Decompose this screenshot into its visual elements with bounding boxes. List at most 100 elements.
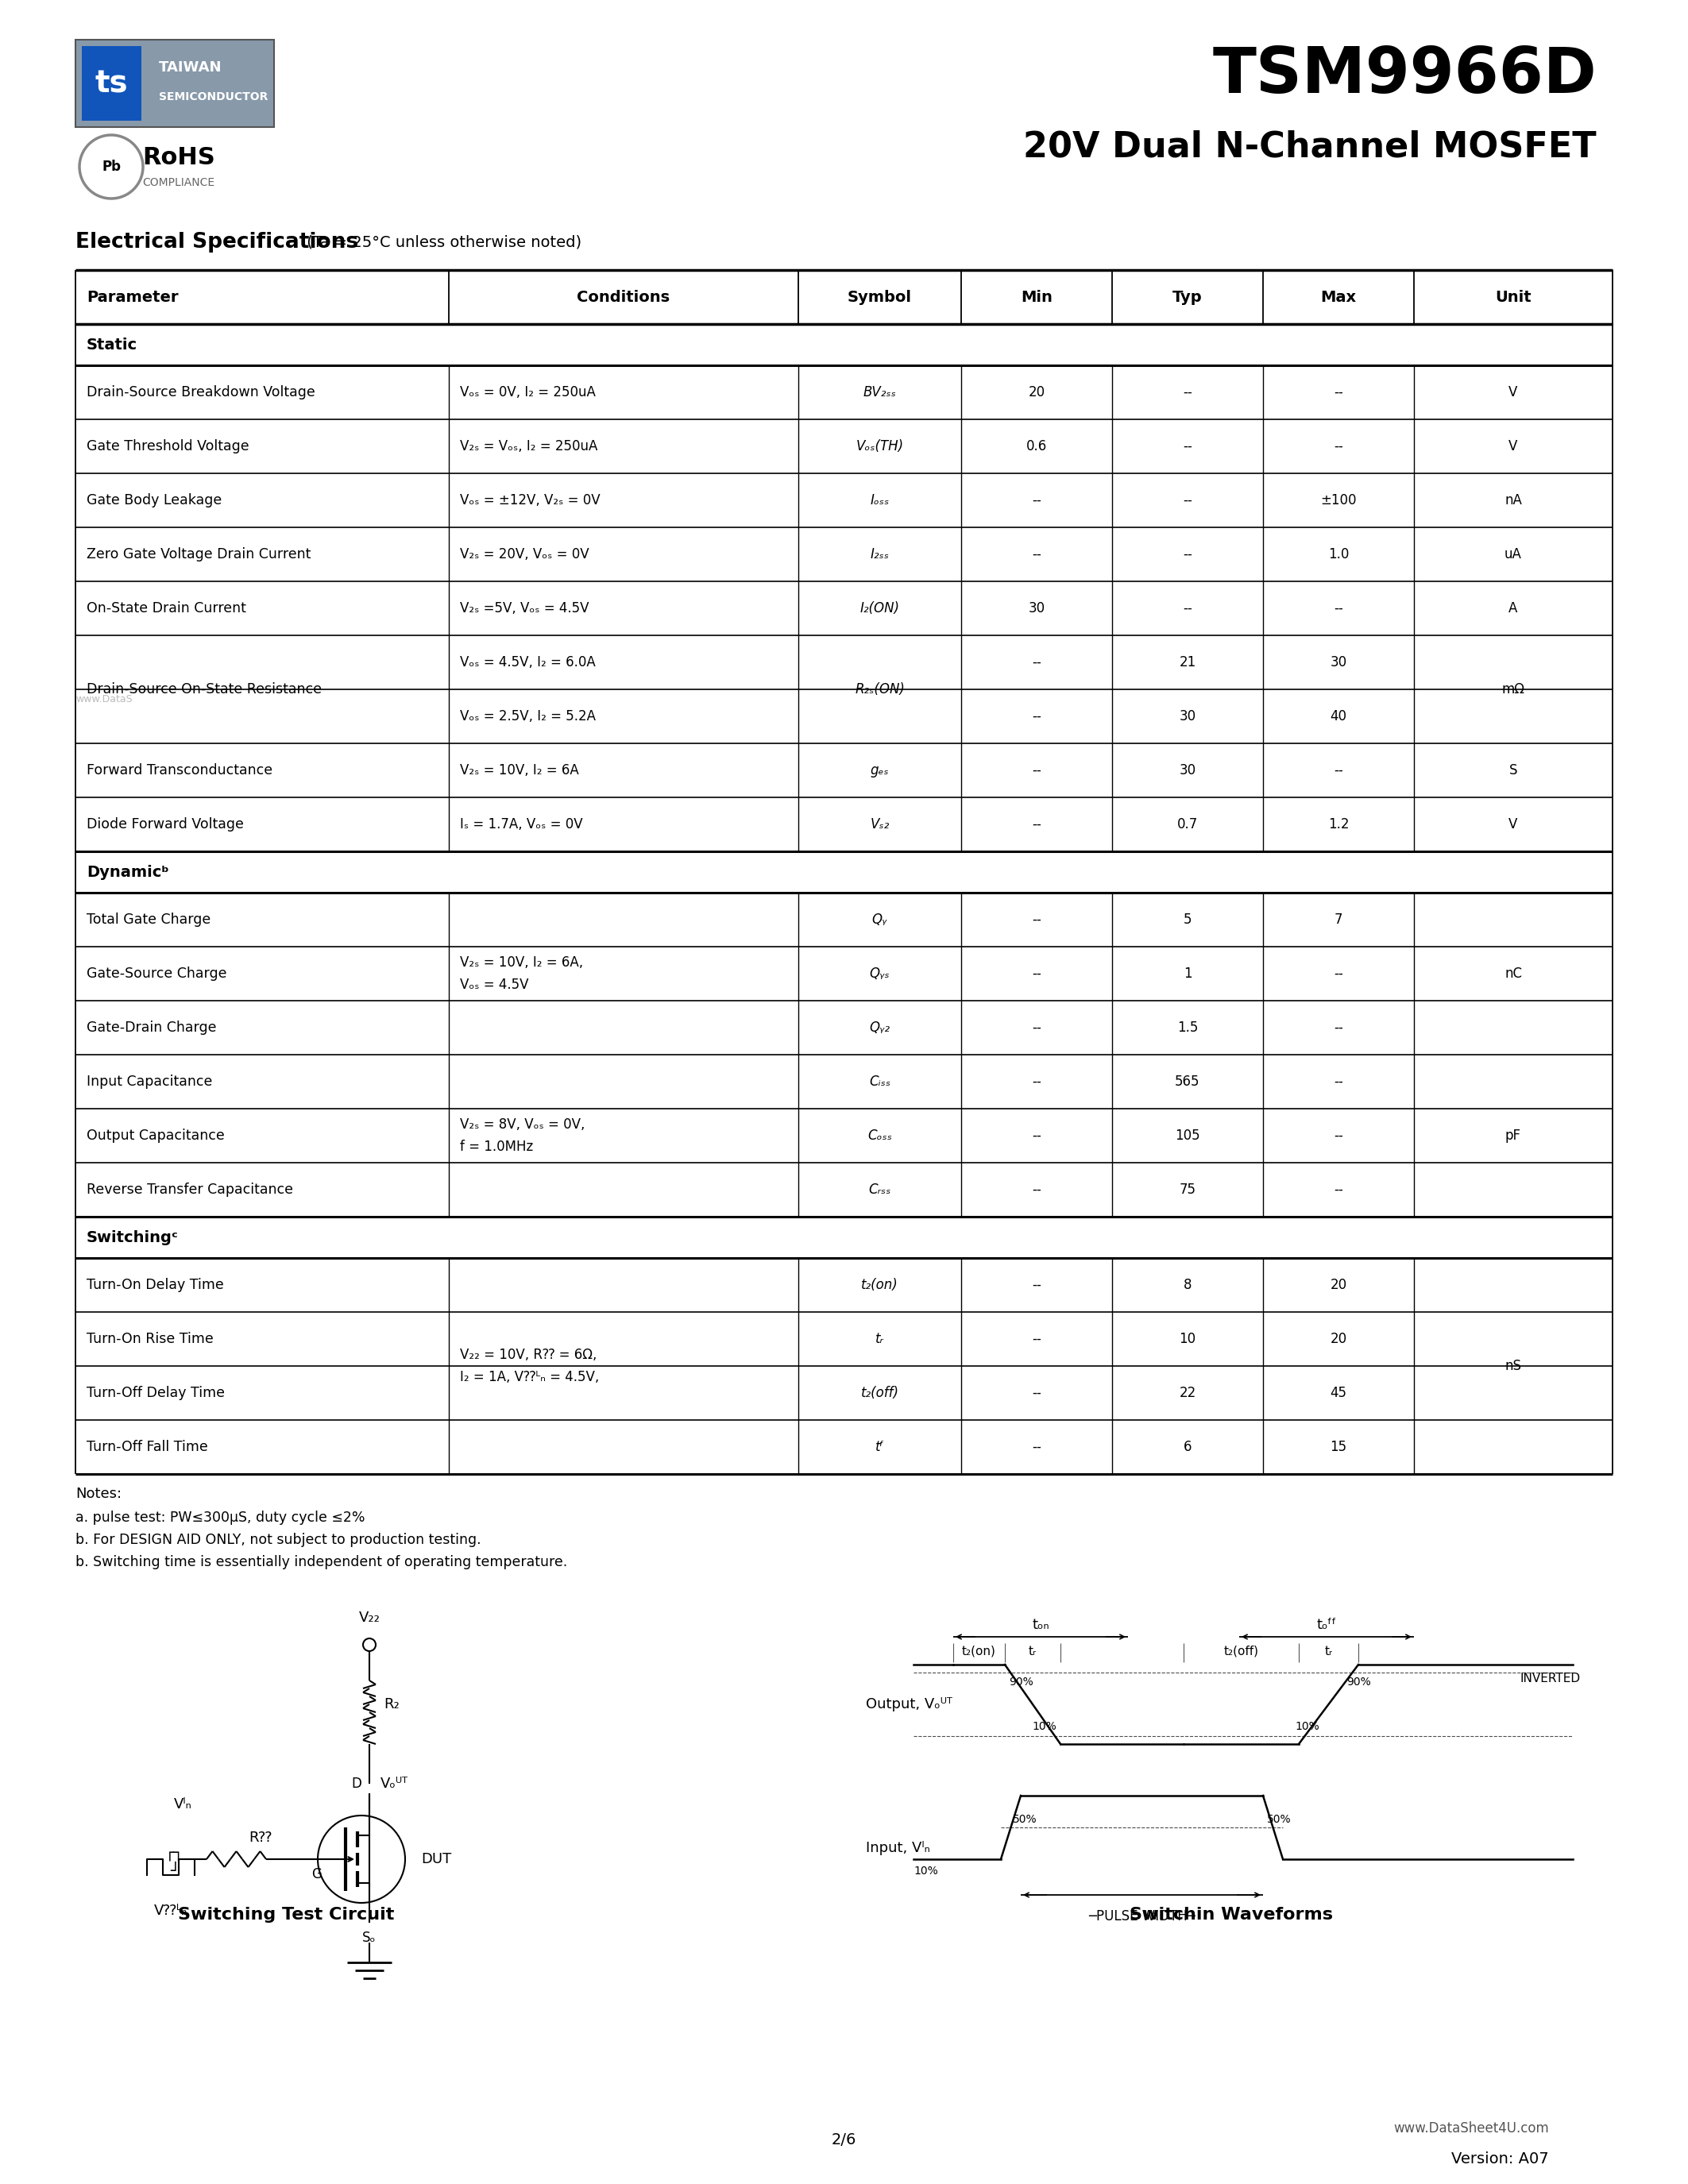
Text: --: --	[1334, 601, 1344, 616]
Text: 45: 45	[1330, 1387, 1347, 1400]
Text: Input, Vᴵₙ: Input, Vᴵₙ	[866, 1841, 930, 1854]
Text: --: --	[1031, 1075, 1041, 1090]
Text: 10%: 10%	[1033, 1721, 1057, 1732]
Text: V₂ₛ = 10V, I₂ = 6A,: V₂ₛ = 10V, I₂ = 6A,	[459, 954, 582, 970]
Text: a. pulse test: PW≤300μS, duty cycle ≤2%: a. pulse test: PW≤300μS, duty cycle ≤2%	[76, 1511, 365, 1524]
Text: RoHS: RoHS	[142, 146, 214, 168]
Text: --: --	[1031, 1439, 1041, 1455]
Text: Vₒₛ = 4.5V, I₂ = 6.0A: Vₒₛ = 4.5V, I₂ = 6.0A	[459, 655, 596, 670]
Text: 90%: 90%	[1009, 1677, 1033, 1688]
Text: 75: 75	[1180, 1182, 1195, 1197]
Text: D: D	[351, 1776, 361, 1791]
Text: --: --	[1334, 1182, 1344, 1197]
Text: Diode Forward Voltage: Diode Forward Voltage	[86, 817, 243, 832]
Text: V: V	[1509, 439, 1518, 454]
Text: --: --	[1183, 548, 1192, 561]
Text: V⁇ᴸₙ: V⁇ᴸₙ	[154, 1904, 187, 1918]
Text: 565: 565	[1175, 1075, 1200, 1090]
Text: 6: 6	[1183, 1439, 1192, 1455]
Text: --: --	[1031, 1332, 1041, 1345]
Text: --: --	[1031, 655, 1041, 670]
Text: t₂(off): t₂(off)	[861, 1387, 898, 1400]
Text: Vₒₛ = 2.5V, I₂ = 5.2A: Vₒₛ = 2.5V, I₂ = 5.2A	[459, 710, 596, 723]
Text: --: --	[1031, 1020, 1041, 1035]
Text: Qᵧ₂: Qᵧ₂	[869, 1020, 890, 1035]
Text: Drain-Source Breakdown Voltage: Drain-Source Breakdown Voltage	[86, 384, 316, 400]
Text: 20: 20	[1330, 1278, 1347, 1293]
Text: --: --	[1031, 817, 1041, 832]
Text: DUT: DUT	[420, 1852, 451, 1867]
Text: Total Gate Charge: Total Gate Charge	[86, 913, 211, 926]
Text: --: --	[1031, 762, 1041, 778]
Text: tᶠ: tᶠ	[874, 1439, 885, 1455]
Text: Dynamicᵇ: Dynamicᵇ	[86, 865, 169, 880]
Text: 50%: 50%	[1013, 1815, 1036, 1826]
Text: uA: uA	[1504, 548, 1523, 561]
Text: Turn-Off Fall Time: Turn-Off Fall Time	[86, 1439, 208, 1455]
Text: Output, Vₒᵁᵀ: Output, Vₒᵁᵀ	[866, 1697, 952, 1712]
Bar	[81, 46, 142, 120]
Text: Reverse Transfer Capacitance: Reverse Transfer Capacitance	[86, 1182, 294, 1197]
Text: 30: 30	[1180, 762, 1195, 778]
Text: --: --	[1031, 1182, 1041, 1197]
Text: nS: nS	[1506, 1358, 1521, 1374]
Text: Unit: Unit	[1496, 290, 1531, 304]
Text: Qᵧₛ: Qᵧₛ	[869, 968, 890, 981]
Text: Output Capacitance: Output Capacitance	[86, 1129, 225, 1142]
Text: --: --	[1334, 439, 1344, 454]
Text: --: --	[1183, 384, 1192, 400]
Text: 1: 1	[1183, 968, 1192, 981]
Text: Cᵢₛₛ: Cᵢₛₛ	[869, 1075, 891, 1090]
Text: --: --	[1334, 1020, 1344, 1035]
Text: tᵣ: tᵣ	[1028, 1645, 1036, 1658]
Text: --: --	[1334, 1129, 1344, 1142]
Text: 22: 22	[1180, 1387, 1197, 1400]
Text: --: --	[1183, 601, 1192, 616]
Text: pF: pF	[1506, 1129, 1521, 1142]
Text: Forward Transconductance: Forward Transconductance	[86, 762, 272, 778]
Text: Gate-Drain Charge: Gate-Drain Charge	[86, 1020, 216, 1035]
Text: --: --	[1334, 968, 1344, 981]
Text: tₒᶠᶠ: tₒᶠᶠ	[1317, 1618, 1337, 1631]
Text: --: --	[1183, 494, 1192, 507]
Text: Input Capacitance: Input Capacitance	[86, 1075, 213, 1090]
Text: Vₒₛ(TH): Vₒₛ(TH)	[856, 439, 903, 454]
Text: TSM9966D: TSM9966D	[1212, 44, 1597, 107]
Text: 0.6: 0.6	[1026, 439, 1047, 454]
Text: Vₒₛ = 0V, I₂ = 250uA: Vₒₛ = 0V, I₂ = 250uA	[459, 384, 596, 400]
Text: V₂₂: V₂₂	[358, 1610, 380, 1625]
Text: I₂(ON): I₂(ON)	[859, 601, 900, 616]
Text: --: --	[1031, 1387, 1041, 1400]
Text: --: --	[1031, 968, 1041, 981]
Text: b. Switching time is essentially independent of operating temperature.: b. Switching time is essentially indepen…	[76, 1555, 567, 1570]
Text: b. For DESIGN AID ONLY, not subject to production testing.: b. For DESIGN AID ONLY, not subject to p…	[76, 1533, 481, 1546]
Text: ±100: ±100	[1320, 494, 1357, 507]
Text: nA: nA	[1504, 494, 1523, 507]
Text: --: --	[1031, 548, 1041, 561]
Text: R⁇: R⁇	[248, 1830, 272, 1845]
Text: I₂ = 1A, V⁇ᴸₙ = 4.5V,: I₂ = 1A, V⁇ᴸₙ = 4.5V,	[459, 1369, 599, 1385]
Text: ts: ts	[95, 68, 128, 98]
Text: 20V Dual N-Channel MOSFET: 20V Dual N-Channel MOSFET	[1023, 129, 1597, 164]
Text: R₂: R₂	[383, 1697, 400, 1712]
Text: Max: Max	[1320, 290, 1357, 304]
Text: --: --	[1334, 384, 1344, 400]
Text: BV₂ₛₛ: BV₂ₛₛ	[863, 384, 896, 400]
Text: Iₒₛₛ: Iₒₛₛ	[869, 494, 890, 507]
Text: TAIWAN: TAIWAN	[159, 61, 223, 74]
Text: 50%: 50%	[1268, 1815, 1291, 1826]
Text: A: A	[1509, 601, 1518, 616]
Text: t₂(on): t₂(on)	[962, 1645, 996, 1658]
Text: gₑₛ: gₑₛ	[871, 762, 890, 778]
Text: Gate Body Leakage: Gate Body Leakage	[86, 494, 221, 507]
Text: --: --	[1031, 494, 1041, 507]
Text: 40: 40	[1330, 710, 1347, 723]
Text: --: --	[1031, 1129, 1041, 1142]
Text: Min: Min	[1021, 290, 1053, 304]
Text: 10%: 10%	[1295, 1721, 1320, 1732]
Text: 10%: 10%	[913, 1865, 939, 1876]
Text: --: --	[1334, 1075, 1344, 1090]
Text: 20: 20	[1028, 384, 1045, 400]
Text: 1.2: 1.2	[1328, 817, 1349, 832]
Text: 21: 21	[1180, 655, 1197, 670]
